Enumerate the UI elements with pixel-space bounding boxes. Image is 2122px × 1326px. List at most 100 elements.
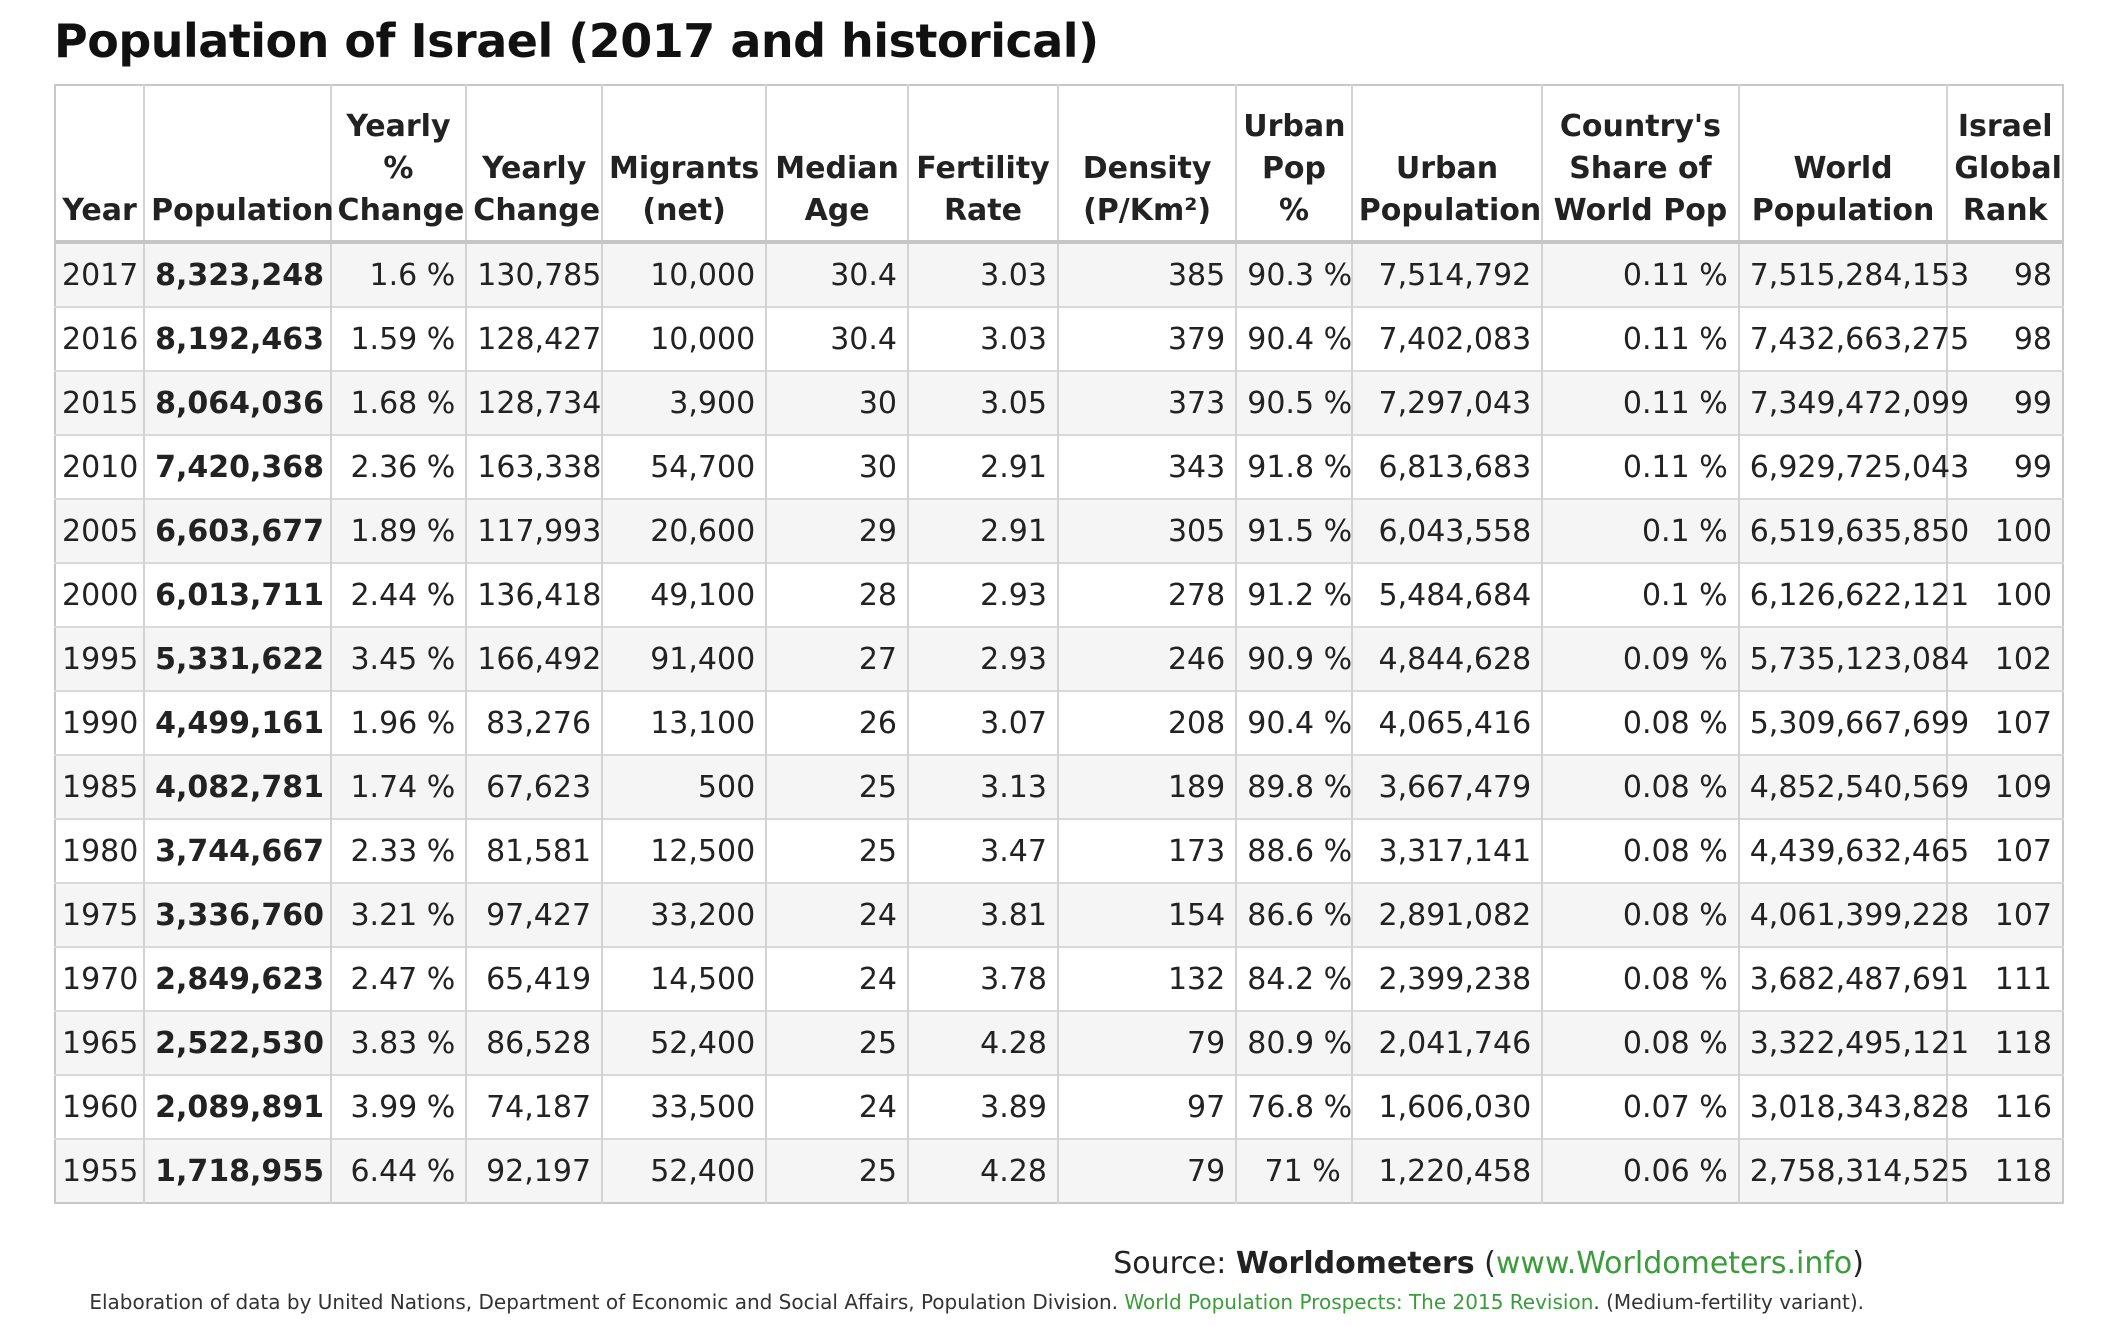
table-cell: 25 (765, 1010, 908, 1075)
column-header: Urban Population (1350, 85, 1543, 244)
source-open-paren: ( (1474, 1246, 1496, 1281)
table-cell: 1980 (55, 818, 145, 883)
table-cell: 1,220,458 (1350, 1138, 1543, 1203)
wpp-revision-link[interactable]: World Population Prospects: The 2015 Rev… (1124, 1290, 1594, 1314)
table-cell: 3,744,667 (143, 818, 331, 883)
table-cell: 4.28 (907, 1138, 1058, 1203)
table-cell: 99 (1946, 370, 2063, 435)
table-cell: 92,197 (465, 1138, 603, 1203)
table-cell: 20,600 (601, 498, 767, 563)
table-cell: 3,900 (601, 370, 767, 435)
table-cell: 98 (1946, 241, 2063, 307)
table-cell: 305 (1056, 498, 1237, 563)
table-cell: 4,061,399,228 (1737, 882, 1969, 947)
table-cell: 1.96 % (329, 690, 467, 755)
column-header: Year (55, 85, 145, 244)
table-cell: 25 (765, 1138, 908, 1203)
table-cell: 373 (1056, 370, 1237, 435)
table-cell: 3.13 (907, 754, 1058, 819)
table-cell: 3,682,487,691 (1737, 946, 1969, 1011)
table-cell: 2,041,746 (1350, 1010, 1543, 1075)
table-cell: 111 (1946, 946, 2063, 1011)
table-cell: 5,484,684 (1350, 562, 1543, 627)
table-cell: 278 (1056, 562, 1237, 627)
table-cell: 4,844,628 (1350, 626, 1543, 691)
table-cell: 0.11 % (1541, 434, 1739, 499)
table-cell: 500 (601, 754, 767, 819)
table-cell: 26 (765, 690, 908, 755)
table-cell: 0.08 % (1541, 882, 1739, 947)
source-link[interactable]: www.Worldometers.info (1495, 1246, 1853, 1281)
table-cell: 83,276 (465, 690, 603, 755)
table-cell: 2.33 % (329, 818, 467, 883)
table-cell: 2010 (55, 434, 145, 499)
table-cell: 0.08 % (1541, 818, 1739, 883)
table-cell: 0.08 % (1541, 946, 1739, 1011)
table-cell: 6,603,677 (143, 498, 331, 563)
table-cell: 90.3 % (1235, 241, 1352, 307)
table-cell: 2015 (55, 370, 145, 435)
table-cell: 1,606,030 (1350, 1074, 1543, 1139)
table-cell: 28 (765, 562, 908, 627)
elaboration-note: Elaboration of data by United Nations, D… (89, 1290, 1864, 1314)
table-cell: 0.1 % (1541, 562, 1739, 627)
column-header: Urban Pop % (1235, 85, 1352, 244)
table-cell: 3.89 (907, 1074, 1058, 1139)
table-cell: 173 (1056, 818, 1237, 883)
table-cell: 2,399,238 (1350, 946, 1543, 1011)
table-cell: 99 (1946, 434, 2063, 499)
table-cell: 1.74 % (329, 754, 467, 819)
table-cell: 4,852,540,569 (1737, 754, 1969, 819)
table-cell: 3.99 % (329, 1074, 467, 1139)
table-cell: 74,187 (465, 1074, 603, 1139)
table-cell: 8,192,463 (143, 306, 331, 371)
table-cell: 52,400 (601, 1010, 767, 1075)
table-cell: 5,331,622 (143, 626, 331, 691)
table-cell: 117,993 (465, 498, 603, 563)
table-cell: 29 (765, 498, 908, 563)
table-cell: 8,064,036 (143, 370, 331, 435)
table-row: 1965 2,522,530 3.83 % 86,528 52,400 25 4.28 79 8… (55, 1010, 2063, 1075)
column-header: Fertility Rate (907, 85, 1058, 244)
column-header: Yearly Change (465, 85, 603, 244)
table-cell: 7,420,368 (143, 434, 331, 499)
table-cell: 30 (765, 434, 908, 499)
table-cell: 3.07 (907, 690, 1058, 755)
table-cell: 30.4 (765, 306, 908, 371)
source-close-paren: ) (1852, 1246, 1864, 1281)
table-cell: 33,200 (601, 882, 767, 947)
table-cell: 86.6 % (1235, 882, 1352, 947)
table-cell: 97,427 (465, 882, 603, 947)
table-cell: 90.5 % (1235, 370, 1352, 435)
table-cell: 79 (1056, 1010, 1237, 1075)
table-cell: 2,758,314,525 (1737, 1138, 1969, 1203)
table-cell: 6,813,683 (1350, 434, 1543, 499)
table-cell: 6,013,711 (143, 562, 331, 627)
table-cell: 10,000 (601, 306, 767, 371)
page-title: Population of Israel (2017 and historica… (54, 14, 1099, 68)
table-cell: 107 (1946, 882, 2063, 947)
table-cell: 107 (1946, 690, 2063, 755)
table-cell: 5,309,667,699 (1737, 690, 1969, 755)
table-cell: 1975 (55, 882, 145, 947)
table-cell: 7,349,472,099 (1737, 370, 1969, 435)
table-cell: 1955 (55, 1138, 145, 1203)
table-cell: 1985 (55, 754, 145, 819)
table-cell: 67,623 (465, 754, 603, 819)
table-cell: 84.2 % (1235, 946, 1352, 1011)
column-header: Country's Share of World Pop (1541, 85, 1739, 244)
table-cell: 4,499,161 (143, 690, 331, 755)
table-row: 1975 3,336,760 3.21 % 97,427 33,200 24 3.81 154… (55, 882, 2063, 947)
source-line: Source: Worldometers (www.Worldometers.i… (1113, 1246, 1864, 1281)
table-cell: 1965 (55, 1010, 145, 1075)
table-cell: 24 (765, 946, 908, 1011)
table-cell: 30 (765, 370, 908, 435)
table-cell: 109 (1946, 754, 2063, 819)
table-cell: 27 (765, 626, 908, 691)
table-cell: 2016 (55, 306, 145, 371)
table-cell: 24 (765, 1074, 908, 1139)
table-cell: 208 (1056, 690, 1237, 755)
table-cell: 3.81 (907, 882, 1058, 947)
column-header: Median Age (765, 85, 908, 244)
table-cell: 2000 (55, 562, 145, 627)
